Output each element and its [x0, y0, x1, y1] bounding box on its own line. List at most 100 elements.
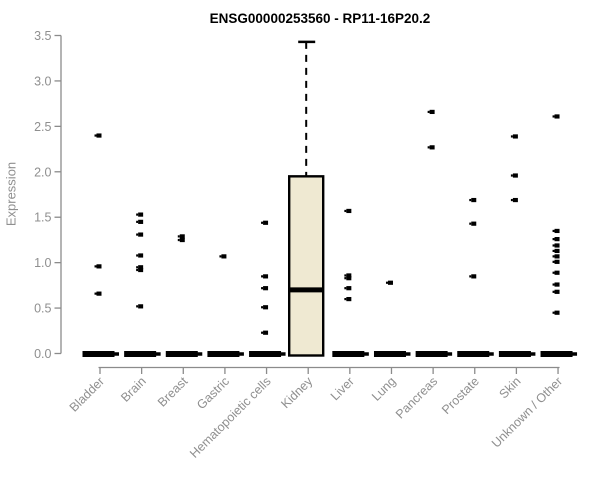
data-point — [554, 259, 560, 264]
data-point — [512, 197, 518, 203]
zero-bar — [124, 351, 157, 357]
x-category-label: Kidney — [278, 374, 315, 411]
box-kidney — [288, 175, 325, 357]
y-axis-title: Expression — [4, 162, 19, 226]
y-tick-label: 1.5 — [34, 211, 51, 225]
x-category-label: Breast — [155, 374, 191, 410]
data-point — [96, 264, 102, 269]
data-point-tail — [510, 135, 513, 138]
data-point-tail — [94, 292, 97, 295]
x-category-label: Hematopoietic cells — [187, 374, 274, 461]
data-point — [263, 286, 269, 291]
y-tick-label: 2.5 — [34, 120, 51, 134]
data-point — [471, 274, 477, 279]
zero-bar — [165, 351, 198, 357]
data-point — [346, 273, 352, 278]
zero-bar-point — [572, 352, 578, 356]
zero-bar-point — [488, 352, 494, 356]
zero-bar-point — [155, 352, 161, 356]
data-point — [554, 254, 560, 259]
data-point — [346, 276, 352, 281]
zero-bar — [82, 351, 115, 357]
data-point — [554, 228, 560, 234]
zero-bar — [498, 351, 531, 357]
zero-bar-point — [405, 352, 411, 356]
data-point — [429, 109, 435, 115]
data-point — [96, 291, 102, 296]
data-point-tail — [469, 222, 472, 225]
data-point-tail — [552, 249, 555, 253]
data-point-tail — [94, 134, 97, 137]
data-point-tail — [136, 254, 139, 257]
y-tick-label: 3.0 — [34, 74, 51, 88]
zero-bar-point — [280, 352, 286, 356]
data-point-tail — [469, 275, 472, 278]
y-tick-label: 3.5 — [34, 29, 51, 43]
data-point-tail — [136, 220, 139, 223]
zero-bar — [457, 351, 490, 357]
zero-bar — [540, 351, 573, 357]
data-point-tail — [177, 238, 180, 242]
data-point — [554, 310, 560, 315]
data-point — [387, 280, 393, 285]
y-tick-label: 0.5 — [34, 302, 51, 316]
data-point-tail — [552, 290, 555, 293]
data-point-tail — [427, 110, 430, 114]
data-point — [263, 274, 269, 279]
data-point — [263, 305, 269, 310]
data-point-tail — [219, 255, 222, 258]
data-point — [554, 248, 560, 254]
data-point-tail — [94, 265, 97, 268]
zero-bar — [415, 351, 448, 357]
data-point — [471, 221, 477, 226]
zero-bar-point — [197, 352, 203, 356]
data-point — [346, 208, 352, 214]
data-point — [429, 145, 435, 150]
data-point-tail — [344, 287, 347, 290]
data-point-tail — [177, 235, 180, 238]
chart-title: ENSG00000253560 - RP11-16P20.2 — [210, 11, 431, 26]
x-category-label: Bladder — [67, 374, 107, 414]
data-point — [221, 254, 227, 259]
zero-bar-point — [114, 352, 119, 356]
data-point-tail — [344, 274, 347, 277]
zero-bar — [207, 351, 240, 357]
x-category-label: Lung — [369, 374, 399, 404]
x-category-label: Skin — [496, 374, 523, 401]
data-point-tail — [136, 233, 139, 236]
data-point — [263, 220, 269, 225]
data-point — [138, 304, 144, 309]
data-point-tail — [136, 305, 139, 308]
data-point-tail — [552, 311, 555, 314]
plot-layer: 0.0 0.5 1.0 1.5 2.0 2.5 3.0 3.5 Expression Bladde… — [4, 29, 578, 461]
data-point-tail — [552, 271, 555, 274]
data-point-tail — [552, 283, 555, 286]
data-point-tail — [385, 281, 388, 284]
data-point-tail — [136, 213, 139, 216]
data-point — [346, 296, 352, 302]
zero-bar — [332, 351, 365, 357]
data-point — [138, 265, 144, 270]
data-point — [263, 330, 269, 335]
data-point — [554, 114, 560, 119]
data-point-tail — [261, 306, 264, 309]
x-category-label: Gastric — [194, 374, 232, 412]
data-point — [554, 282, 560, 287]
data-point — [512, 173, 518, 178]
zero-bar — [249, 351, 282, 357]
y-tick-label: 1.0 — [34, 256, 51, 270]
data-point-tail — [552, 115, 555, 118]
data-point — [471, 197, 477, 203]
data-point — [179, 234, 185, 239]
data-point-tail — [344, 209, 347, 213]
data-point — [554, 289, 560, 294]
data-point — [554, 243, 560, 248]
data-point-tail — [136, 266, 139, 269]
data-point-tail — [427, 146, 430, 149]
data-point — [346, 286, 352, 291]
x-category-label: Pancreas — [393, 374, 440, 421]
x-category-label: Liver — [328, 374, 357, 403]
x-category-label: Unknown / Other — [489, 374, 565, 450]
